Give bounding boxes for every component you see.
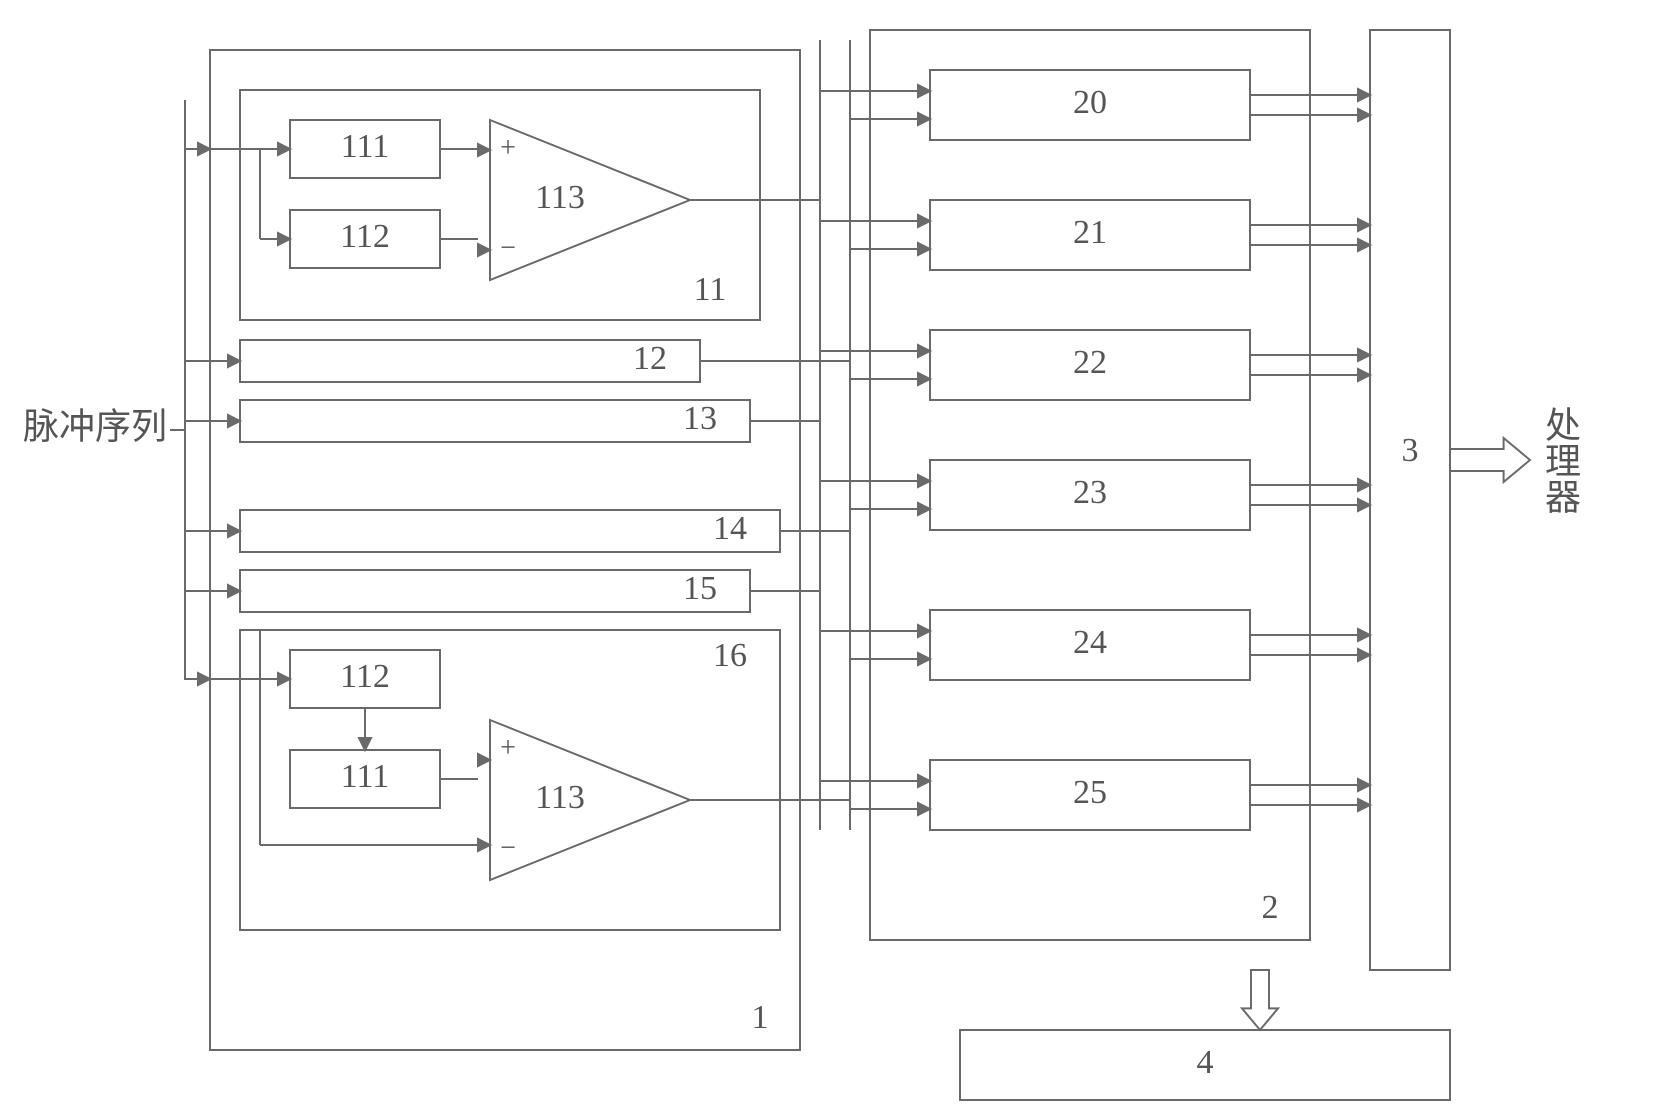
group-16-label: 16 xyxy=(713,637,747,674)
block-1-label: 1 xyxy=(752,999,769,1036)
label: 24 xyxy=(1073,624,1107,661)
label: + xyxy=(500,132,516,163)
label: 111 xyxy=(341,758,389,795)
block-3 xyxy=(1370,30,1450,970)
label: 22 xyxy=(1073,344,1107,381)
label: − xyxy=(500,232,516,263)
label: − xyxy=(500,832,516,863)
label: 112 xyxy=(340,658,390,695)
label: 23 xyxy=(1073,474,1107,511)
row-13 xyxy=(240,400,750,442)
block-2-label: 2 xyxy=(1262,889,1279,926)
label: + xyxy=(500,732,516,763)
block-3-label: 3 xyxy=(1402,432,1419,469)
label: 113 xyxy=(535,779,585,816)
label: 113 xyxy=(535,179,585,216)
block-diagram: 111111112113+−1213141516112111113+−22021… xyxy=(0,0,1676,1118)
row-14 xyxy=(240,510,780,552)
group-11-label: 11 xyxy=(694,271,727,308)
label: 20 xyxy=(1073,84,1107,121)
row-12 xyxy=(240,340,700,382)
input-label: 脉冲序列 xyxy=(23,406,167,446)
label: 112 xyxy=(340,218,390,255)
label: 13 xyxy=(683,400,717,437)
label: 14 xyxy=(713,510,747,547)
group-16 xyxy=(240,630,780,930)
label: 25 xyxy=(1073,774,1107,811)
label: 21 xyxy=(1073,214,1107,251)
output-label: 处理器 xyxy=(1540,406,1580,514)
label: 15 xyxy=(683,570,717,607)
label: 111 xyxy=(341,128,389,165)
row-15 xyxy=(240,570,750,612)
label: 12 xyxy=(633,340,667,377)
block-4-label: 4 xyxy=(1197,1044,1214,1081)
